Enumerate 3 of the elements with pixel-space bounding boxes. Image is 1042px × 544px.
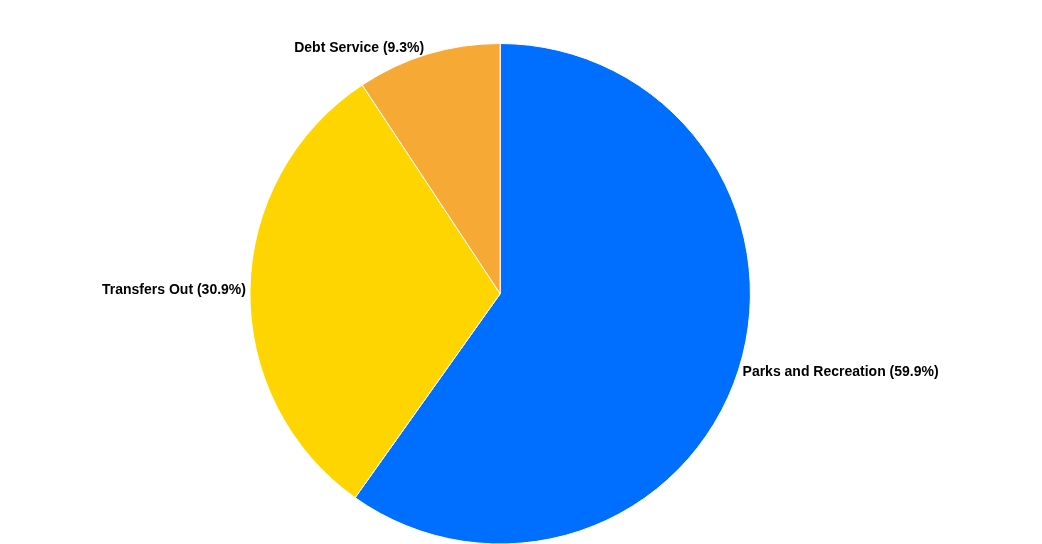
slice-label: Parks and Recreation (59.9%) — [742, 362, 939, 379]
slice-label: Transfers Out (30.9%) — [102, 281, 246, 298]
slice-label: Debt Service (9.3%) — [294, 38, 425, 55]
